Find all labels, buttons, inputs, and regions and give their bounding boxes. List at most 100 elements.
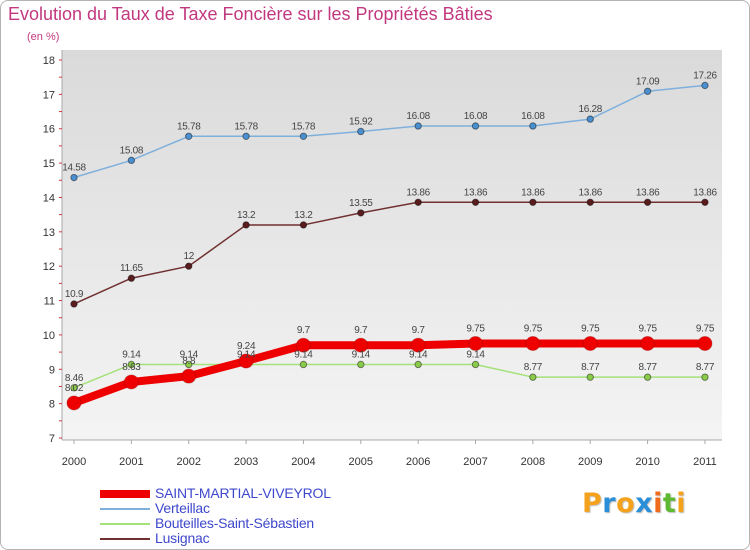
line-chart: 7 8 9 10 11 12 13 14 15 16 17 18 2000 2001 2002 2003 200… [43, 50, 722, 468]
data-label-bouteilles-saint-sebastien: 8.77 [696, 362, 715, 373]
logo-letter: i [676, 488, 687, 519]
y-tick-label: 11 [44, 296, 55, 308]
y-tick-label: 12 [43, 261, 55, 273]
data-label-bouteilles-saint-sebastien: 8.46 [65, 373, 84, 384]
x-tick-label: 2009 [578, 456, 602, 468]
data-point-lusignac [643, 198, 652, 206]
data-label-bouteilles-saint-sebastien: 9.14 [352, 349, 371, 360]
data-label-saint-martial-viveyrol: 9.75 [466, 324, 485, 335]
data-point-verteillac [299, 132, 308, 140]
data-point-bouteilles-saint-sebastien [529, 373, 537, 381]
data-label-saint-martial-viveyrol: 9.75 [524, 324, 543, 335]
data-point-bouteilles-saint-sebastien [701, 373, 709, 381]
data-point-bouteilles-saint-sebastien [127, 360, 136, 369]
data-point-verteillac [414, 122, 422, 130]
data-point-verteillac [529, 122, 537, 130]
y-tick-label: 15 [43, 158, 55, 170]
data-point-lusignac [299, 221, 308, 229]
data-label-lusignac: 13.86 [521, 187, 545, 198]
data-label-bouteilles-saint-sebastien: 9.14 [409, 349, 428, 360]
data-point-verteillac [701, 81, 709, 90]
legend-item-verteillac: Verteillac [100, 501, 331, 516]
legend-item-lusignac: Lusignac [100, 531, 331, 546]
legend-swatch [100, 507, 150, 510]
y-tick-label: 16 [43, 124, 55, 136]
data-point-saint-martial-viveyrol [123, 374, 139, 390]
data-point-lusignac [357, 209, 365, 217]
data-point-bouteilles-saint-sebastien [586, 373, 594, 381]
x-tick-label: 2004 [291, 456, 315, 468]
chart-title: Evolution du Taux de Taxe Foncière sur l… [8, 4, 493, 24]
data-point-saint-martial-viveyrol [181, 368, 197, 384]
y-tick-label: 10 [43, 330, 55, 342]
data-point-lusignac [127, 274, 136, 282]
data-label-bouteilles-saint-sebastien: 9.14 [466, 349, 485, 360]
data-label-verteillac: 15.78 [177, 121, 201, 132]
y-tick-label: 7 [49, 433, 55, 445]
legend-item-bouteilles-saint-sebastien: Bouteilles-Saint-Sébastien [100, 516, 331, 531]
data-point-verteillac [586, 115, 594, 123]
data-label-saint-martial-viveyrol: 8.8 [182, 356, 196, 367]
data-point-verteillac [643, 87, 652, 95]
legend-swatch [100, 537, 150, 540]
data-label-verteillac: 15.78 [234, 121, 258, 132]
data-label-saint-martial-viveyrol: 9.7 [412, 325, 426, 336]
data-point-verteillac [70, 173, 78, 182]
data-label-lusignac: 12 [183, 251, 194, 262]
legend-swatch [100, 489, 150, 498]
logo-letter: P [582, 488, 603, 519]
data-point-lusignac [185, 262, 193, 270]
data-label-lusignac: 11.65 [120, 263, 144, 274]
data-point-bouteilles-saint-sebastien [185, 360, 193, 369]
data-label-lusignac: 13.86 [693, 187, 717, 198]
series-lines [70, 84, 709, 407]
x-tick-label: 2003 [234, 456, 258, 468]
data-label-verteillac: 15.92 [349, 116, 373, 127]
data-label-saint-martial-viveyrol: 9.75 [638, 324, 657, 335]
x-tick-label: 2000 [62, 456, 86, 468]
data-point-saint-martial-viveyrol [410, 337, 426, 353]
x-tick-label: 2001 [119, 456, 143, 468]
logo-letter: o [616, 488, 636, 519]
data-point-lusignac [471, 198, 480, 206]
data-label-verteillac: 16.08 [406, 111, 430, 122]
data-label-lusignac: 13.55 [349, 198, 373, 209]
series-points [66, 81, 713, 411]
data-point-saint-martial-viveyrol [295, 337, 311, 353]
x-tick-label: 2005 [349, 456, 373, 468]
chart-subtitle: (en %) [27, 31, 60, 43]
x-tick-label: 2002 [176, 456, 200, 468]
data-point-lusignac [414, 198, 422, 206]
data-label-bouteilles-saint-sebastien: 9.14 [180, 349, 199, 360]
data-label-saint-martial-viveyrol: 9.24 [237, 341, 256, 352]
legend-label: Bouteilles-Saint-Sébastien [155, 515, 315, 531]
x-tick-label: 2007 [463, 456, 487, 468]
data-label-verteillac: 16.28 [578, 104, 602, 115]
data-label-bouteilles-saint-sebastien: 9.14 [122, 349, 141, 360]
data-label-lusignac: 10.9 [65, 289, 84, 300]
legend-item-saint-martial-viveyrol: SAINT-MARTIAL-VIVEYROL [100, 486, 331, 501]
data-point-bouteilles-saint-sebastien [471, 360, 480, 369]
data-label-verteillac: 17.09 [636, 76, 660, 87]
data-label-bouteilles-saint-sebastien: 9.14 [294, 349, 313, 360]
data-label-saint-martial-viveyrol: 9.7 [354, 325, 368, 336]
data-point-saint-martial-viveyrol [582, 336, 598, 351]
proxiti-logo: Proxiti [582, 488, 686, 520]
data-point-lusignac [529, 198, 537, 206]
y-tick-label: 13 [43, 227, 55, 239]
data-point-verteillac [127, 156, 136, 165]
legend: SAINT-MARTIAL-VIVEYROL Verteillac Boutei… [100, 486, 331, 546]
data-point-bouteilles-saint-sebastien [643, 373, 652, 381]
data-label-bouteilles-saint-sebastien: 8.77 [524, 362, 543, 373]
y-tick-label: 18 [43, 55, 55, 67]
data-point-bouteilles-saint-sebastien [357, 360, 365, 369]
data-label-bouteilles-saint-sebastien: 8.77 [638, 362, 657, 373]
data-label-saint-martial-viveyrol: 9.75 [581, 324, 600, 335]
data-labels: 10.9 11.65 12 13.2 13.2 13.55 13.86 13.86 13.86 1… [62, 70, 718, 394]
data-point-saint-martial-viveyrol [525, 336, 541, 351]
data-label-saint-martial-viveyrol: 8.63 [122, 362, 141, 373]
data-point-verteillac [185, 132, 193, 140]
data-point-saint-martial-viveyrol [353, 337, 369, 353]
legend-label: SAINT-MARTIAL-VIVEYROL [155, 485, 331, 501]
data-label-saint-martial-viveyrol: 8.02 [65, 383, 84, 394]
